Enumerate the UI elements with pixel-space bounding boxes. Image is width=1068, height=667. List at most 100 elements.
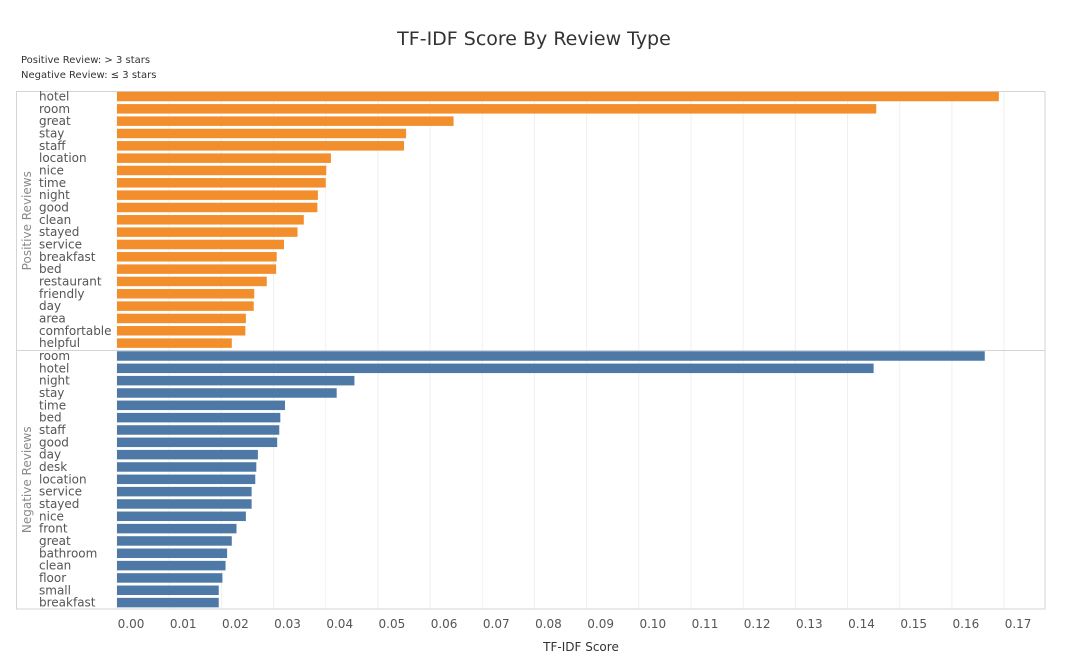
x-tick-label: 0.02 [222,617,249,631]
bar-negative [117,474,256,485]
category-label-positive: room [39,102,70,116]
category-label-negative: clean [39,559,71,573]
category-label-negative: room [39,349,70,363]
bar-positive [117,239,284,250]
bar-positive [117,178,326,188]
bar-negative [117,548,228,559]
x-tick-label: 0.10 [639,617,666,631]
bar-negative [117,560,226,571]
category-label-negative: nice [39,509,64,523]
bar-negative [117,597,219,608]
category-label-positive: time [39,176,66,190]
category-label-positive: staff [39,139,66,153]
category-label-positive: good [39,200,69,214]
x-tick-label: 0.05 [379,617,406,631]
legend-note-positive: Positive Review: > 3 stars [21,55,151,66]
category-label-negative: stay [39,386,64,400]
category-label-positive: stayed [39,225,79,239]
category-label-negative: day [39,448,61,462]
x-tick-label: 0.15 [900,617,927,631]
bar-positive [117,202,318,213]
bar-positive [117,215,304,225]
bar-positive [117,313,246,324]
bar-positive [117,104,877,114]
bar-negative [117,425,280,435]
x-tick-label: 0.08 [535,617,562,631]
bar-positive [117,91,999,102]
x-tick-label: 0.13 [796,617,823,631]
category-label-negative: time [39,398,66,412]
bar-positive [117,301,254,311]
category-label-positive: breakfast [39,250,96,264]
bar-positive [117,276,267,287]
bar-positive [117,264,277,274]
category-label-positive: location [39,151,87,165]
bar-positive [117,289,255,299]
bar-positive [117,227,298,237]
chart-title: TF-IDF Score By Review Type [397,28,671,50]
x-tick-label: 0.06 [431,617,458,631]
category-label-positive: great [39,114,71,128]
bar-negative [117,486,252,497]
category-label-negative: service [39,485,82,499]
panel-label-positive: Positive Reviews [20,171,34,270]
x-tick-label: 0.12 [744,617,771,631]
bar-negative [117,511,246,522]
bar-negative [117,585,219,596]
bar-positive [117,326,246,336]
bar-negative [117,573,223,583]
category-label-positive: bed [39,262,62,276]
category-label-positive: friendly [39,287,85,301]
category-label-negative: front [39,522,68,536]
category-label-negative: staff [39,423,66,437]
category-label-negative: small [39,583,71,597]
category-label-negative: stayed [39,497,79,511]
category-label-positive: day [39,299,61,313]
bar-negative [117,523,237,534]
x-tick-label: 0.16 [953,617,980,631]
bar-negative [117,388,337,398]
x-tick-label: 0.01 [170,617,197,631]
bar-negative [117,462,257,472]
bar-negative [117,437,278,448]
category-label-positive: stay [39,126,64,140]
x-tick-label: 0.11 [692,617,719,631]
bar-negative [117,375,355,386]
category-label-positive: nice [39,163,64,177]
category-label-positive: helpful [39,336,80,350]
bar-positive [117,165,327,176]
bar-positive [117,153,331,163]
category-label-positive: restaurant [39,274,102,288]
legend-note-negative: Negative Review: ≤ 3 stars [21,70,157,81]
bar-negative [117,412,281,423]
bar-positive [117,190,318,200]
bar-positive [117,116,454,126]
category-label-positive: comfortable [39,324,112,338]
category-label-negative: great [39,534,71,548]
bar-negative [117,351,985,361]
category-label-positive: night [39,188,70,202]
x-tick-label: 0.17 [1005,617,1032,631]
bar-negative [117,536,232,546]
category-label-negative: breakfast [39,596,96,610]
x-axis-title: TF-IDF Score [543,640,619,654]
category-label-positive: hotel [39,90,69,104]
x-tick-label: 0.14 [848,617,875,631]
category-label-negative: hotel [39,361,69,375]
category-label-positive: area [39,311,66,325]
panel-frame-negative [16,350,1046,610]
x-tick-label: 0.09 [587,617,614,631]
category-label-negative: location [39,472,87,486]
bar-negative [117,363,874,374]
category-label-negative: good [39,435,69,449]
bar-negative [117,400,286,411]
category-label-negative: bed [39,411,62,425]
x-tick-label: 0.03 [274,617,301,631]
x-tick-label: 0.00 [118,617,145,631]
bar-negative [117,449,258,460]
x-tick-label: 0.07 [483,617,510,631]
category-label-positive: service [39,237,82,251]
bar-positive [117,141,404,151]
category-label-positive: clean [39,213,71,227]
